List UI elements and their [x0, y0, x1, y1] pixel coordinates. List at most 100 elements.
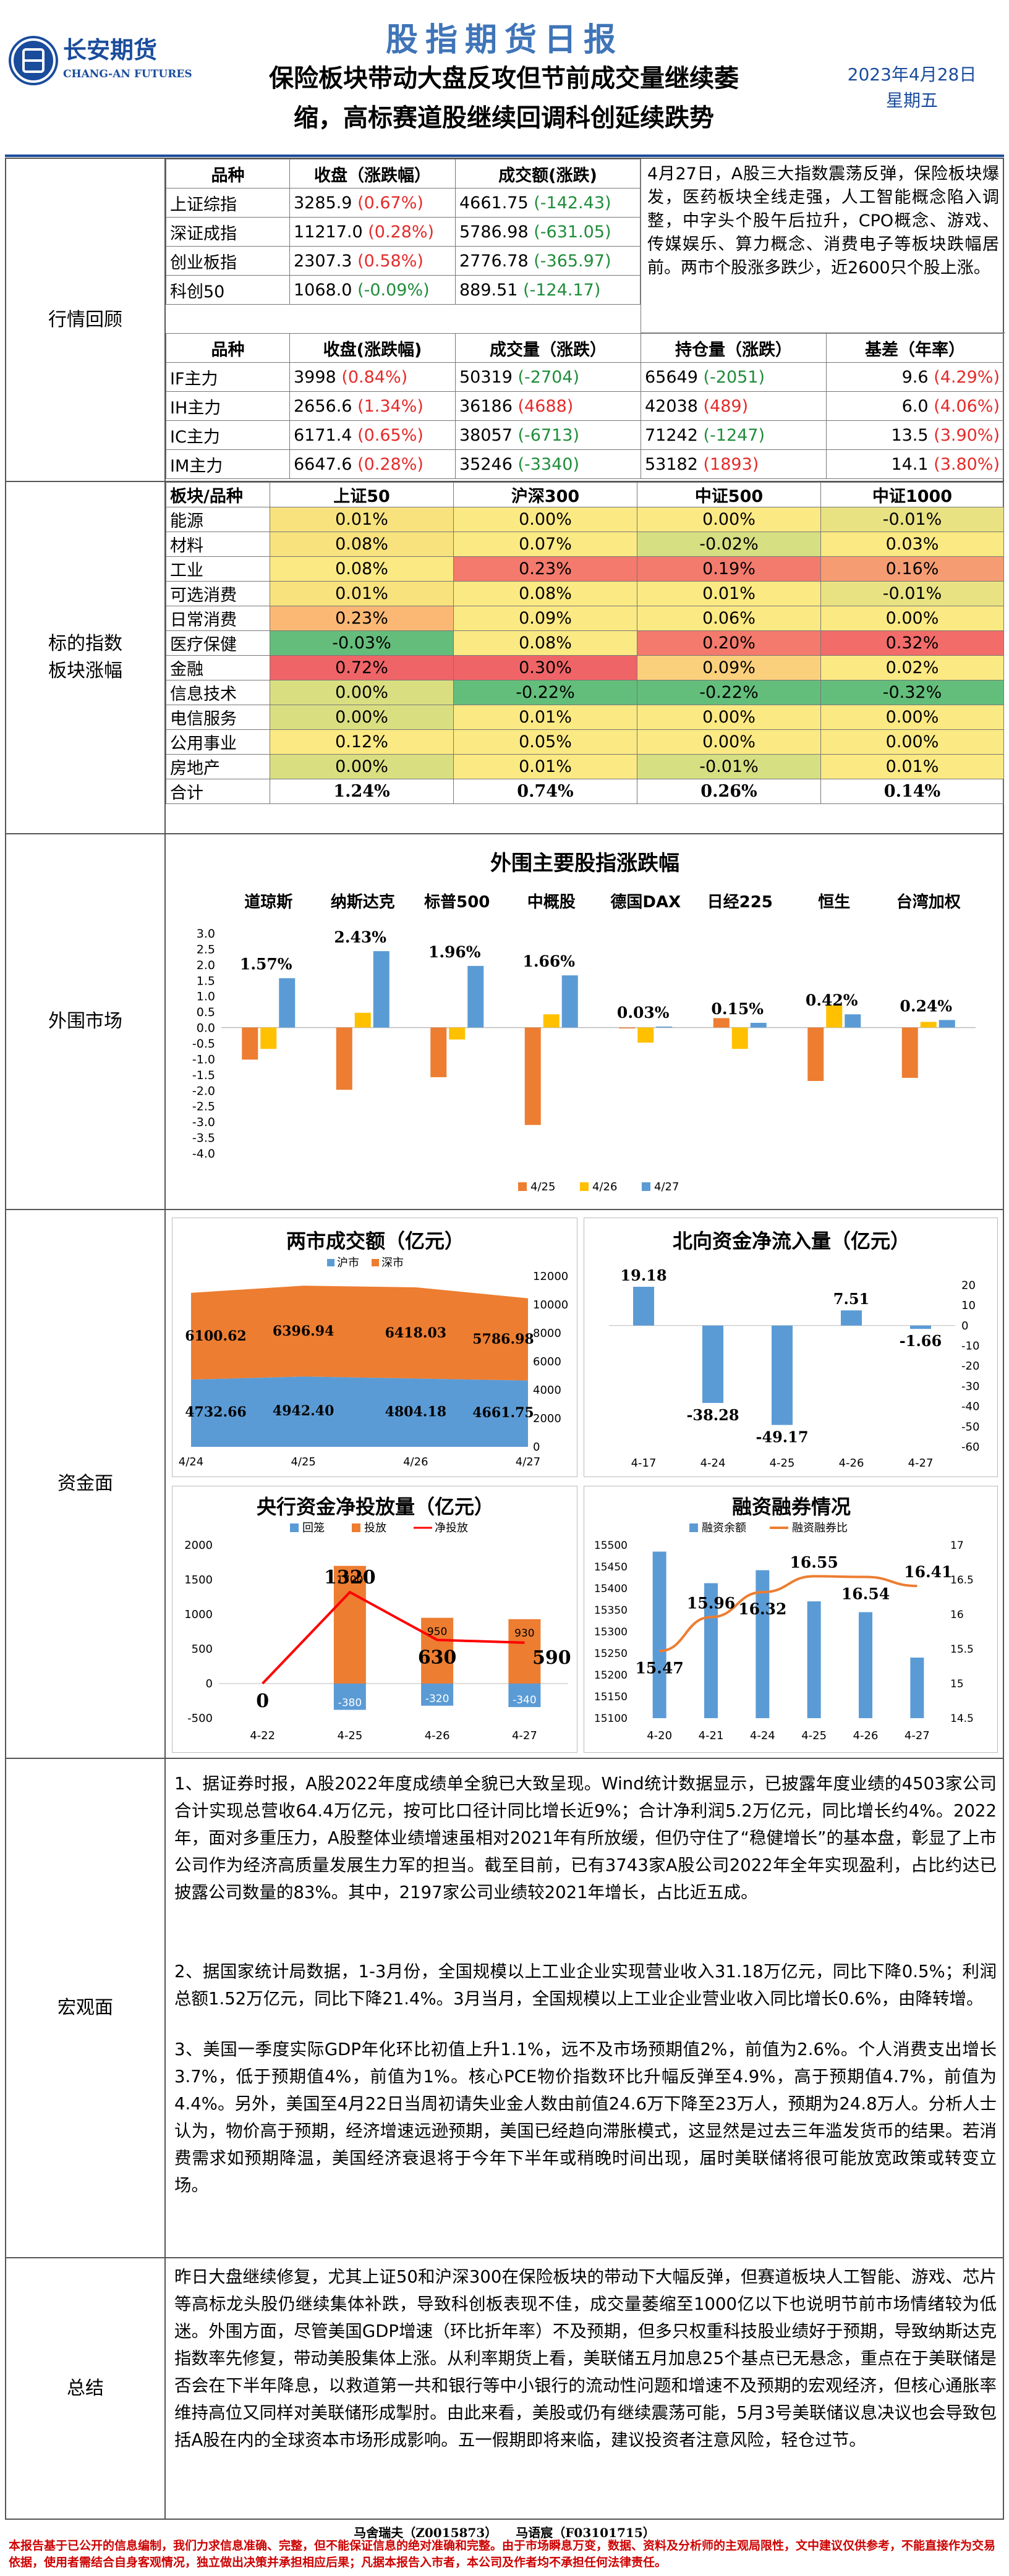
index-amount: 2776.78 (-365.97)	[455, 246, 641, 276]
legend-swatch	[352, 1523, 360, 1532]
sector-value: 0.06%	[637, 606, 821, 631]
index-amount: 5786.98 (-631.05)	[455, 217, 641, 247]
logo-english: CHANG-AN FUTURES	[63, 68, 192, 80]
net-label: 1320	[324, 1567, 376, 1588]
sector-value: 0.23%	[453, 556, 637, 582]
bar-回笼	[508, 1684, 541, 1708]
futures-name: IM主力	[166, 449, 290, 479]
y2-tick-label: 16.5	[950, 1574, 974, 1587]
net-label: 0	[256, 1690, 269, 1712]
futures-oi: 71242 (-1247)	[641, 420, 827, 450]
sector-name: 公用事业	[166, 729, 270, 755]
basis-value: 13.5	[891, 425, 929, 445]
change-pct: (0.65%)	[357, 425, 424, 445]
sector-value: 0.09%	[453, 606, 637, 631]
bar-4/25	[901, 1027, 918, 1078]
oi-change: (489)	[703, 396, 749, 416]
sector-value: 0.23%	[270, 606, 454, 631]
x-tick-label: 4-26	[853, 1729, 879, 1742]
sector-value: 0.01%	[637, 581, 821, 606]
bar	[772, 1325, 793, 1425]
area-深市	[191, 1286, 528, 1381]
volume-change: (4688)	[517, 396, 574, 416]
volume-change: (-2704)	[517, 367, 580, 387]
sector-row: 日常消费 0.23% 0.09% 0.06% 0.00%	[166, 606, 1004, 631]
y-tick-label: 1.5	[197, 974, 215, 988]
data-label: 7.51	[833, 1290, 869, 1308]
headline-line-2: 缩，高标赛道股继续回调科创延续跌势	[294, 103, 714, 132]
bar-投放	[508, 1619, 541, 1684]
sector-row: 房地产 0.00% 0.01% -0.01% 0.01%	[166, 754, 1004, 779]
y-tick-label: 15500	[594, 1540, 628, 1552]
sector-value: -0.01%	[637, 754, 821, 779]
data-label: 4942.40	[273, 1403, 334, 1419]
basis-value: 6.0	[901, 396, 929, 416]
amount-value: 2776.78	[459, 251, 529, 271]
sector-value: 0.09%	[637, 655, 821, 680]
legend-label: 投放	[364, 1522, 386, 1535]
sector-value: 0.30%	[453, 655, 637, 680]
col-header: 品种	[166, 159, 290, 189]
data-label: -380	[338, 1697, 362, 1710]
col-header: 品种	[166, 333, 290, 363]
legend-label: 深市	[381, 1256, 404, 1269]
x-tick-label: 4/26	[403, 1455, 428, 1468]
sector-name: 金融	[166, 655, 270, 680]
turnover-chart-svg: 两市成交额（亿元） 沪市 深市 0 2000 4000 6000 8000 10000 12000…	[179, 1229, 568, 1468]
futures-close: 6647.6 (0.28%)	[289, 449, 456, 479]
y-tick-label: -500	[187, 1712, 213, 1725]
y-tick-label: 10	[961, 1299, 976, 1312]
index-name: 科创50	[166, 275, 290, 305]
bar-4/27	[561, 975, 578, 1028]
amount-change: (-365.97)	[534, 251, 611, 271]
col-header: 中证500	[637, 482, 821, 507]
chart-title: 两市成交额（亿元）	[286, 1229, 464, 1253]
sector-value: 0.00%	[637, 507, 821, 532]
y-tick-label: 1.0	[197, 990, 215, 1004]
bar-融资余额	[859, 1612, 872, 1718]
legend-label: 回笼	[302, 1522, 325, 1535]
x-tick-label: 4-21	[699, 1729, 724, 1742]
y-tick-label: 15300	[594, 1626, 628, 1638]
bar-4/27	[467, 965, 484, 1028]
y-tick-label: -10	[961, 1339, 979, 1352]
bar-4/27	[656, 1027, 673, 1028]
bar-4/26	[920, 1022, 937, 1028]
sector-value: 0.03%	[820, 532, 1004, 557]
bar-4/26	[826, 1005, 843, 1028]
sector-name: 能源	[166, 507, 270, 532]
basis-rate: (3.80%)	[934, 454, 1000, 474]
bar-融资余额	[756, 1570, 770, 1718]
volume-change: (-6713)	[517, 425, 580, 445]
x-tick-label: 4/27	[516, 1455, 540, 1468]
area-沪市	[191, 1376, 528, 1447]
legend-label: 净投放	[435, 1522, 468, 1535]
sector-value: 0.00%	[270, 680, 454, 705]
sector-value: 0.01%	[270, 507, 454, 532]
legend-label: 4/25	[530, 1180, 555, 1193]
index-row: 创业板指 2307.3 (0.58%) 2776.78 (-365.97)	[166, 246, 641, 276]
change-pct: (1.34%)	[357, 396, 424, 416]
section-label: 标的指数 板块涨幅	[6, 482, 166, 833]
sector-row: 金融 0.72% 0.30% 0.09% 0.02%	[166, 655, 1004, 680]
y2-tick-label: 16	[950, 1609, 964, 1621]
sector-table-header: 板块/品种 上证50 沪深300 中证500 中证1000	[166, 482, 1004, 507]
futures-basis: 14.1 (3.80%)	[826, 449, 1004, 479]
index-row: 上证综指 3285.9 (0.67%) 4661.75 (-142.43)	[166, 188, 641, 218]
oi-value: 42038	[645, 396, 698, 416]
bar-4/26	[731, 1027, 748, 1049]
futures-row: IC主力 6171.4 (0.65%) 38057 (-6713) 71242 …	[166, 420, 1004, 450]
sector-value: 0.00%	[453, 507, 637, 532]
section-label-line: 标的指数	[48, 633, 122, 655]
close-value: 1068.0	[294, 280, 352, 300]
bar	[841, 1310, 862, 1326]
basis-rate: (3.90%)	[934, 425, 1000, 445]
y2-tick-label: 14.5	[950, 1713, 974, 1725]
sector-value: -0.02%	[637, 532, 821, 557]
y2-tick-label: 15	[950, 1678, 964, 1690]
northbound-chart-svg: 北向资金净流入量（亿元） -60 -50 -40 -30 -20 -10 0 10 20 19.18…	[609, 1229, 979, 1470]
total-value: 0.14%	[820, 779, 1004, 804]
legend-label: 融资融券比	[792, 1522, 848, 1535]
col-header: 成交量（涨跌）	[455, 333, 641, 363]
col-header: 收盘（涨跌幅）	[289, 159, 456, 189]
